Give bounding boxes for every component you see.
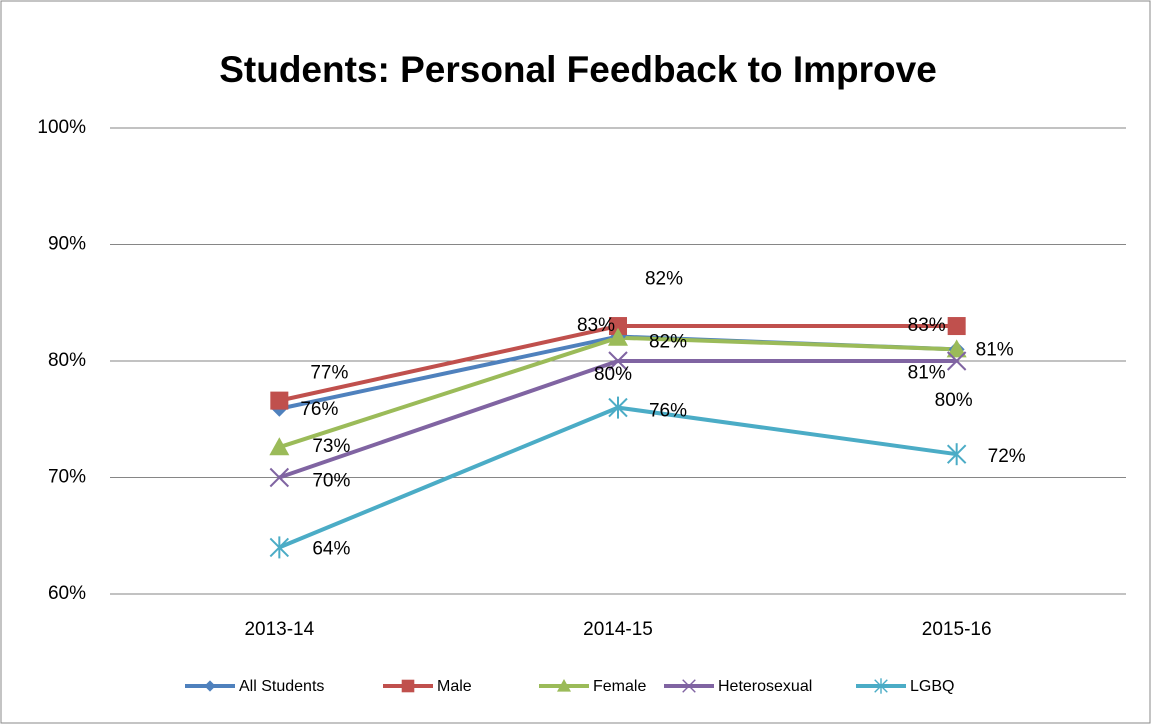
data-label: 80% — [594, 364, 632, 385]
y-tick-label: 90% — [48, 234, 86, 255]
data-label: 76% — [649, 401, 687, 422]
chart-title: Students: Personal Feedback to Improve — [219, 49, 937, 90]
marker — [269, 467, 290, 488]
data-label: 80% — [935, 390, 973, 411]
marker — [608, 327, 628, 346]
legend-label: LGBQ — [910, 678, 954, 695]
data-label: 73% — [312, 436, 350, 457]
marker — [946, 351, 967, 371]
data-label: 76% — [300, 399, 338, 420]
data-label: 82% — [649, 332, 687, 353]
data-label: 82% — [645, 269, 683, 290]
y-tick-label: 70% — [48, 467, 86, 488]
y-tick-label: 100% — [37, 117, 86, 138]
y-tick-label: 80% — [48, 350, 86, 371]
x-tick-label: 2013-14 — [244, 619, 314, 640]
data-label: 83% — [908, 315, 946, 336]
data-label: 70% — [312, 471, 350, 492]
marker — [608, 351, 628, 371]
legend-label: Male — [437, 678, 472, 695]
legend-marker — [401, 679, 415, 693]
marker — [608, 396, 628, 419]
marker — [946, 443, 967, 466]
marker — [269, 536, 290, 559]
legend-marker — [874, 678, 888, 694]
legend-marker — [682, 679, 696, 693]
legend-marker — [204, 680, 216, 692]
marker — [270, 391, 289, 410]
data-label: 77% — [310, 363, 348, 384]
legend-label: All Students — [239, 678, 324, 695]
y-tick-label: 60% — [48, 583, 86, 604]
legend-marker — [557, 679, 571, 692]
marker — [946, 339, 967, 358]
data-label: 64% — [312, 538, 350, 559]
data-label: 72% — [988, 446, 1026, 467]
x-tick-label: 2014-15 — [583, 619, 653, 640]
marker — [609, 317, 627, 336]
legend-label: Heterosexual — [718, 678, 812, 695]
x-tick-label: 2015-16 — [922, 619, 992, 640]
data-label: 83% — [577, 315, 615, 336]
marker — [947, 317, 966, 336]
data-label: 81% — [976, 339, 1014, 360]
legend-label: Female — [593, 678, 646, 695]
data-label: 81% — [908, 362, 946, 383]
marker — [269, 437, 290, 456]
